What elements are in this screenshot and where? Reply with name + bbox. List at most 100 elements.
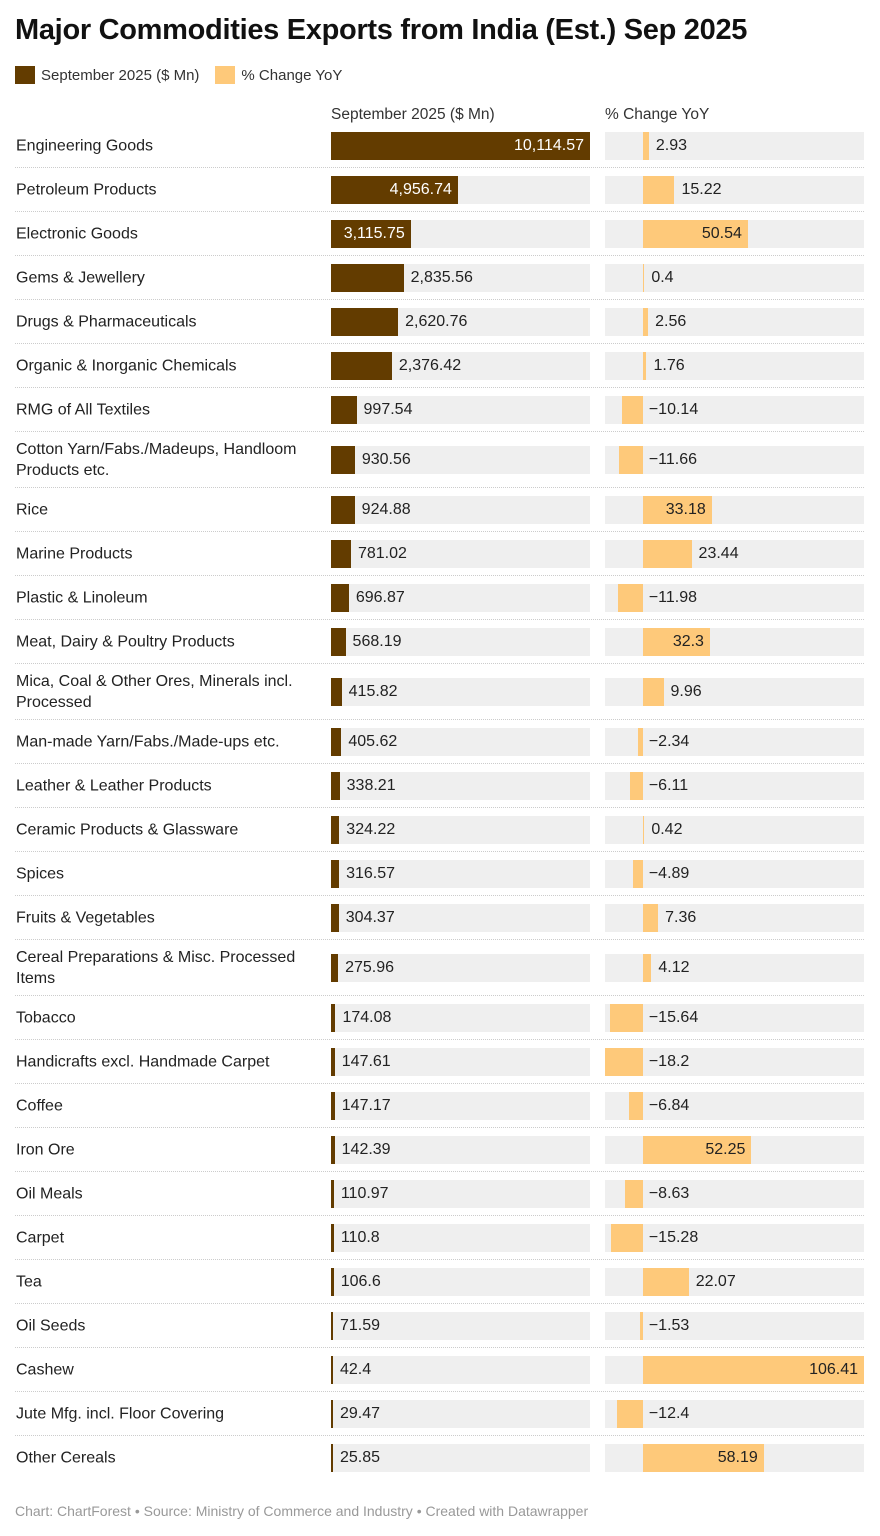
change-bar xyxy=(621,396,643,424)
value-bar-bg xyxy=(331,860,590,888)
change-bar-bg xyxy=(605,308,864,336)
value-bar xyxy=(331,1400,333,1428)
value-bar-bg xyxy=(331,1092,590,1120)
category-label: Rice xyxy=(16,501,49,519)
legend-item-change: % Change YoY xyxy=(215,66,342,84)
table-row: Handicrafts excl. Handmade Carpet 147.61 −… xyxy=(0,1040,880,1084)
category-label: Iron Ore xyxy=(16,1141,75,1159)
change-bar xyxy=(642,308,649,336)
category-label: Electronic Goods xyxy=(16,225,138,243)
value-bar-bg xyxy=(331,1180,590,1208)
row-divider xyxy=(15,1259,864,1260)
value-bar-bg xyxy=(331,904,590,932)
value-bar-bg xyxy=(331,678,590,706)
value-label: 924.88 xyxy=(361,501,411,518)
change-bar xyxy=(637,728,643,756)
change-bar xyxy=(642,220,748,248)
value-bar-bg xyxy=(331,816,590,844)
row-divider xyxy=(15,387,864,388)
value-bar-bg xyxy=(331,584,590,612)
value-label: 275.96 xyxy=(345,959,394,976)
row-divider xyxy=(15,995,864,996)
change-label: −15.64 xyxy=(648,1009,699,1026)
value-label: 42.4 xyxy=(340,1361,372,1378)
value-label: 110.8 xyxy=(340,1229,380,1246)
table-row: Tea 106.6 22.07 xyxy=(0,1260,880,1304)
chart-title: Major Commodities Exports from India (Es… xyxy=(15,14,748,46)
value-bar xyxy=(331,860,340,888)
change-bar xyxy=(642,954,652,982)
value-bar xyxy=(331,1048,335,1076)
category-label: RMG of All Textiles xyxy=(16,401,150,419)
change-bar-bg xyxy=(605,728,864,756)
category-label: Marine Products xyxy=(16,545,133,563)
legend-swatch-value xyxy=(15,66,35,84)
change-label: −12.4 xyxy=(648,1405,690,1422)
row-divider xyxy=(15,763,864,764)
category-label: Organic & Inorganic Chemicals xyxy=(16,357,237,375)
table-row: Rice 924.88 33.18 xyxy=(0,488,880,532)
value-bar xyxy=(331,584,349,612)
change-label: −4.89 xyxy=(648,865,690,882)
change-label: −15.28 xyxy=(648,1229,699,1246)
change-bar-bg xyxy=(605,1312,864,1340)
category-label: Mica, Coal & Other Ores, Minerals incl. … xyxy=(16,673,293,711)
value-label: 106.6 xyxy=(340,1273,381,1290)
change-label: 23.44 xyxy=(698,545,739,562)
row-divider xyxy=(15,851,864,852)
change-bar-bg xyxy=(605,816,864,844)
change-bar xyxy=(642,1136,752,1164)
change-bar xyxy=(628,1092,643,1120)
change-label: 52.25 xyxy=(705,1141,746,1158)
table-row: Drugs & Pharmaceuticals 2,620.76 2.56 xyxy=(0,300,880,344)
table-row: Ceramic Products & Glassware 324.22 0.42 xyxy=(0,808,880,852)
value-bar xyxy=(331,816,340,844)
value-label: 4,956.74 xyxy=(389,181,452,198)
change-label: −6.11 xyxy=(648,777,689,794)
change-bar xyxy=(642,816,645,844)
value-bar-bg xyxy=(331,540,590,568)
value-bar xyxy=(331,678,342,706)
value-bar-bg xyxy=(331,954,590,982)
legend-label: September 2025 ($ Mn) xyxy=(41,66,200,84)
change-bar xyxy=(642,176,675,204)
value-bar xyxy=(331,1444,333,1472)
value-bar xyxy=(331,308,399,336)
table-row: Leather & Leather Products 338.21 −6.11 xyxy=(0,764,880,808)
category-label: Leather & Leather Products xyxy=(16,777,212,795)
change-bar xyxy=(624,1180,643,1208)
change-label: 7.36 xyxy=(665,909,697,926)
change-label: −11.98 xyxy=(648,589,698,606)
value-bar xyxy=(331,352,392,380)
value-bar-bg xyxy=(331,446,590,474)
change-bar-bg xyxy=(605,584,864,612)
row-divider xyxy=(15,619,864,620)
category-label: Plastic & Linoleum xyxy=(16,589,148,607)
row-divider xyxy=(15,299,864,300)
row-divider xyxy=(15,1435,864,1436)
value-label: 142.39 xyxy=(341,1141,391,1158)
change-bar xyxy=(642,1268,689,1296)
value-bar xyxy=(331,446,355,474)
table-row: Plastic & Linoleum 696.87 −11.98 xyxy=(0,576,880,620)
row-divider xyxy=(15,575,864,576)
change-bar xyxy=(618,446,643,474)
category-label: Fruits & Vegetables xyxy=(16,909,155,927)
value-bar xyxy=(331,132,590,160)
row-divider xyxy=(15,895,864,896)
change-bar-bg xyxy=(605,860,864,888)
value-bar-bg xyxy=(331,396,590,424)
row-divider xyxy=(15,663,864,664)
row-divider xyxy=(15,807,864,808)
change-bar xyxy=(610,1004,643,1032)
table-row: Cereal Preparations & Misc. Processed It… xyxy=(0,940,880,996)
change-bar-bg xyxy=(605,1224,864,1252)
value-label: 930.56 xyxy=(361,451,411,468)
change-label: −18.2 xyxy=(648,1053,690,1070)
value-bar xyxy=(331,220,411,248)
value-label: 25.85 xyxy=(340,1449,381,1466)
row-divider xyxy=(15,1391,864,1392)
row-divider xyxy=(15,431,864,432)
category-label: Gems & Jewellery xyxy=(16,269,145,287)
value-bar xyxy=(331,1224,334,1252)
